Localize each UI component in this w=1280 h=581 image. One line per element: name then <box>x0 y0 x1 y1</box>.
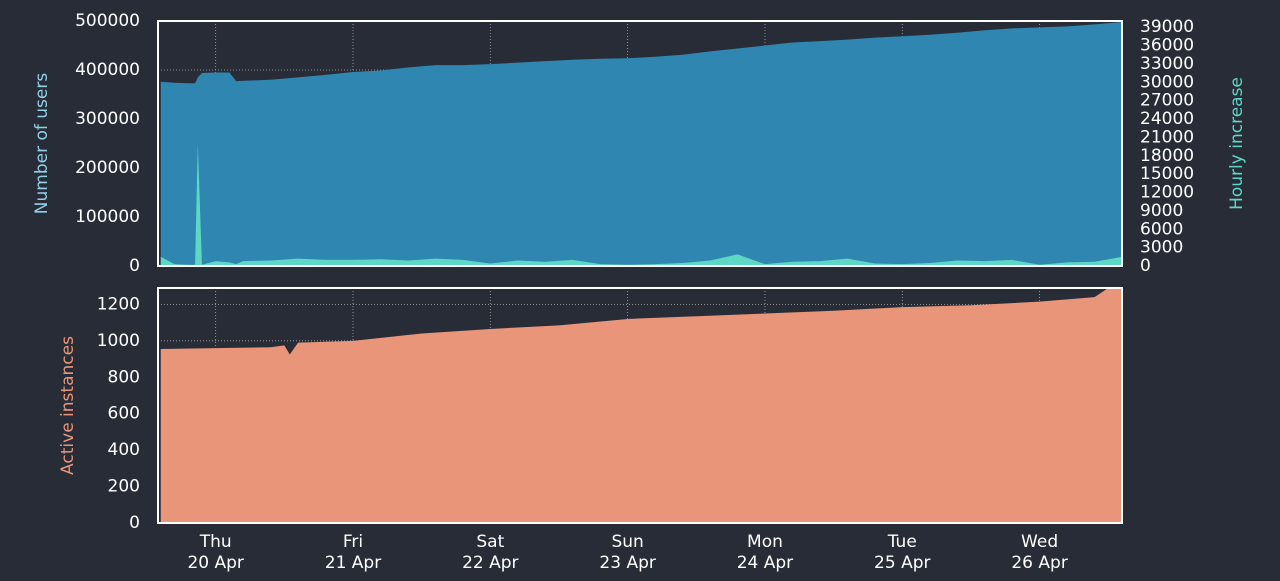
y2-tick-label: 21000 <box>1140 127 1194 147</box>
area <box>160 288 1122 523</box>
y-tick-label: 800 <box>108 367 140 387</box>
y2-tick-label: 27000 <box>1140 91 1194 111</box>
y2-tick-label: 18000 <box>1140 146 1194 166</box>
y-axis-label: Number of users <box>32 73 52 215</box>
y2-tick-label: 0 <box>1140 256 1151 276</box>
x-tick-label: Sat 22 Apr <box>462 532 519 573</box>
y2-tick-label: 6000 <box>1140 219 1183 239</box>
y2-tick-label: 33000 <box>1140 54 1194 74</box>
y-axis-label: Active instances <box>58 336 78 475</box>
x-tick-label: Fri 21 Apr <box>324 532 382 573</box>
y-tick-label: 600 <box>108 404 140 424</box>
y-tick-label: 500000 <box>75 11 140 31</box>
x-tick-label: Mon 24 Apr <box>736 532 794 573</box>
y2-tick-label: 24000 <box>1140 109 1194 129</box>
x-tick-label: Wed 26 Apr <box>1011 532 1068 573</box>
y2-tick-label: 30000 <box>1140 72 1194 92</box>
plot-frame <box>157 287 1123 524</box>
y-tick-label: 200 <box>108 477 140 497</box>
y2-tick-label: 39000 <box>1140 17 1194 37</box>
y2-tick-label: 15000 <box>1140 164 1194 184</box>
y2-axis-label: Hourly increase <box>1227 77 1247 210</box>
y-tick-label: 1000 <box>97 331 140 351</box>
area <box>160 21 1122 267</box>
x-tick-label: Thu 20 Apr <box>187 532 244 573</box>
y-tick-label: 0 <box>129 256 140 276</box>
y-tick-label: 400 <box>108 440 140 460</box>
plot-frame <box>157 20 1123 267</box>
y2-tick-label: 3000 <box>1140 238 1183 258</box>
y-tick-label: 400000 <box>75 60 140 80</box>
y-tick-label: 300000 <box>75 109 140 129</box>
y2-tick-label: 36000 <box>1140 36 1194 56</box>
y2-tick-label: 9000 <box>1140 201 1183 221</box>
x-tick-label: Tue 25 Apr <box>874 532 931 573</box>
y-tick-label: 0 <box>129 513 140 533</box>
y-tick-label: 1200 <box>97 294 140 314</box>
y-tick-label: 100000 <box>75 207 140 227</box>
y-tick-label: 200000 <box>75 158 140 178</box>
y2-tick-label: 12000 <box>1140 183 1194 203</box>
x-tick-label: Sun 23 Apr <box>599 532 656 573</box>
